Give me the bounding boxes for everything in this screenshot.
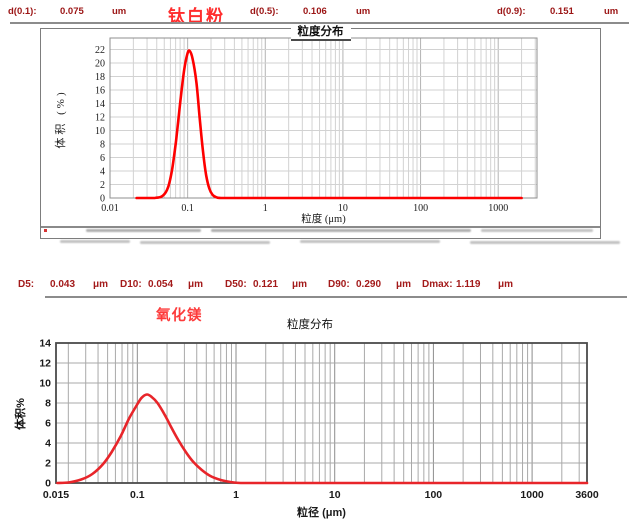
redacted-strip: [86, 229, 201, 232]
particle-size-distribution-chart-2: 0 2 4 6 8 10 12 14 0.015 0.1 1 10 100 1000 3600 粒径 (μm): [39, 338, 599, 520]
chart1-footer-divider: [41, 226, 600, 228]
svg-text:10: 10: [338, 203, 348, 214]
d05-value: 0.106: [303, 6, 327, 17]
svg-text:1000: 1000: [488, 203, 508, 214]
red-speck: [44, 229, 47, 232]
d50-unit: μm: [292, 279, 308, 290]
chart2-title: 粒度分布: [287, 319, 333, 331]
chart1-frame: 粒度分布 0 2 4 6 8 10 12 14 16 18 20 22 0.01 0.1 1 10 100 100…: [40, 26, 601, 239]
d90-value: 0.290: [356, 279, 382, 290]
d5-value: 0.043: [50, 279, 76, 290]
svg-text:6: 6: [45, 418, 51, 430]
chart1-y-axis-label: 体积 (%): [55, 89, 67, 149]
d05-label: d(0.5):: [250, 6, 279, 17]
dmax-label: Dmax:: [422, 279, 453, 290]
header-divider: [10, 22, 629, 24]
svg-text:1: 1: [233, 489, 239, 501]
svg-text:18: 18: [95, 72, 105, 83]
svg-text:3600: 3600: [575, 489, 599, 501]
d05-unit: um: [356, 6, 371, 17]
svg-text:0.1: 0.1: [130, 489, 145, 501]
d50-value: 0.121: [253, 279, 279, 290]
d01-unit: um: [112, 6, 127, 17]
svg-text:22: 22: [95, 45, 105, 56]
svg-text:2: 2: [45, 458, 51, 470]
summary-divider: [45, 296, 627, 298]
d5-label: D5:: [18, 279, 35, 290]
svg-text:0: 0: [45, 478, 51, 490]
redacted-strip: [140, 241, 270, 244]
svg-text:100: 100: [425, 489, 443, 501]
svg-text:8: 8: [45, 398, 51, 410]
redacted-strip: [211, 229, 471, 232]
svg-text:20: 20: [95, 58, 105, 69]
svg-text:粒径 (μm): 粒径 (μm): [297, 505, 346, 519]
svg-text:0.01: 0.01: [101, 203, 119, 214]
chart1-title: 粒度分布: [290, 26, 351, 41]
d10-label: D10:: [120, 279, 142, 290]
svg-text:10: 10: [329, 489, 341, 501]
d09-unit: um: [604, 6, 619, 17]
svg-text:1000: 1000: [520, 489, 544, 501]
d01-label: d(0.1):: [8, 6, 37, 17]
svg-text:10: 10: [95, 126, 105, 137]
svg-text:0.1: 0.1: [181, 203, 194, 214]
svg-text:0: 0: [100, 194, 105, 205]
svg-text:12: 12: [39, 358, 51, 370]
d10-unit: μm: [188, 279, 204, 290]
sample-name-magnesium-oxide: 氧化镁: [156, 308, 203, 324]
d50-label: D50:: [225, 279, 247, 290]
sample-name-titanium-dioxide: 钛白粉: [168, 7, 225, 26]
svg-text:10: 10: [39, 378, 51, 390]
d09-value: 0.151: [550, 6, 574, 17]
svg-text:4: 4: [45, 438, 51, 450]
svg-text:16: 16: [95, 85, 105, 96]
svg-text:6: 6: [100, 153, 105, 164]
redacted-strip: [300, 240, 440, 243]
d10-value: 0.054: [148, 279, 174, 290]
svg-text:2: 2: [100, 180, 105, 191]
d01-value: 0.075: [60, 6, 84, 17]
svg-text:8: 8: [100, 139, 105, 150]
svg-text:1: 1: [263, 203, 268, 214]
d09-label: d(0.9):: [497, 6, 526, 17]
dmax-value: 1.119: [456, 279, 481, 290]
svg-text:0.015: 0.015: [43, 489, 69, 501]
svg-text:4: 4: [100, 166, 105, 177]
particle-size-distribution-chart-1: 0 2 4 6 8 10 12 14 16 18 20 22 0.01 0.1 1 10 100 1000 粒度 (…: [95, 37, 538, 225]
d5-unit: μm: [93, 279, 109, 290]
redacted-strip: [470, 241, 620, 244]
redacted-strip: [60, 240, 130, 243]
dmax-unit: μm: [498, 279, 514, 290]
svg-text:100: 100: [413, 203, 428, 214]
svg-text:粒度 (μm): 粒度 (μm): [301, 212, 346, 225]
svg-text:14: 14: [39, 338, 51, 350]
d90-unit: μm: [396, 279, 412, 290]
svg-text:12: 12: [95, 112, 105, 123]
d90-label: D90:: [328, 279, 350, 290]
svg-text:14: 14: [95, 99, 105, 110]
redacted-strip: [481, 229, 593, 232]
chart2-y-axis-label: 体积%: [15, 398, 27, 430]
